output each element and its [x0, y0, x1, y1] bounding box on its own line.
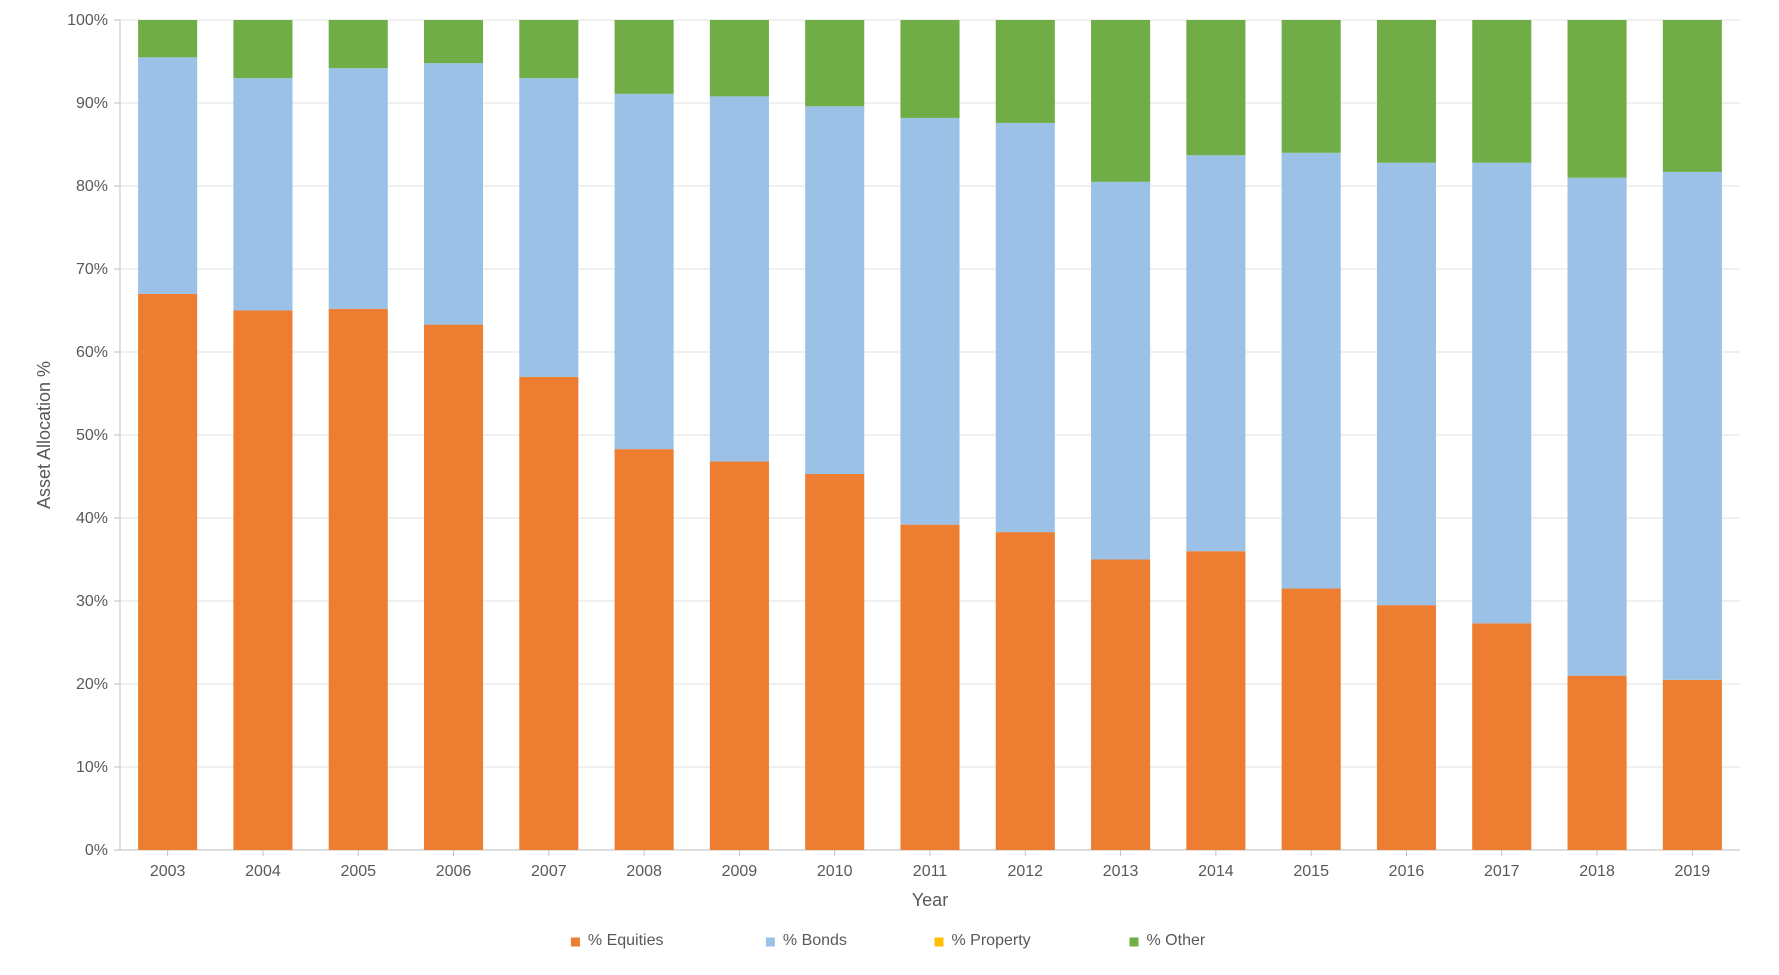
y-tick-label: 30% — [76, 593, 108, 610]
x-tick-label: 2008 — [626, 863, 662, 880]
bar-segment-2004-bonds — [233, 78, 292, 310]
x-tick-label: 2019 — [1675, 863, 1711, 880]
x-tick-label: 2013 — [1103, 863, 1139, 880]
bar-segment-2015-other — [1282, 20, 1341, 153]
bar-segment-2006-equities — [424, 325, 483, 850]
legend-marker-bonds — [766, 938, 775, 947]
y-tick-label: 50% — [76, 427, 108, 444]
bar-segment-2008-other — [615, 20, 674, 94]
legend-label-other: % Other — [1147, 932, 1206, 949]
bar-segment-2003-equities — [138, 294, 197, 850]
bar-segment-2009-equities — [710, 462, 769, 850]
y-tick-label: 90% — [76, 95, 108, 112]
bar-segment-2013-other — [1091, 20, 1150, 182]
bar-segment-2016-other — [1377, 20, 1436, 163]
bar-segment-2017-equities — [1472, 623, 1531, 850]
bar-segment-2010-bonds — [805, 106, 864, 474]
bar-segment-2014-other — [1186, 20, 1245, 155]
bar-segment-2012-bonds — [996, 123, 1055, 532]
legend-marker-other — [1130, 938, 1139, 947]
bar-segment-2018-other — [1568, 20, 1627, 178]
x-tick-label: 2011 — [913, 863, 948, 880]
bar-segment-2016-equities — [1377, 605, 1436, 850]
bar-segment-2011-equities — [900, 525, 959, 850]
legend-marker-equities — [571, 938, 580, 947]
x-tick-label: 2009 — [722, 863, 758, 880]
y-tick-label: 100% — [67, 12, 108, 29]
bar-segment-2006-other — [424, 20, 483, 63]
legend-label-bonds: % Bonds — [783, 932, 847, 949]
chart-svg: 0% 10% 20% 30% 40% 50% 60% 70% 80% 90% 100% Asset A… — [0, 0, 1779, 975]
bar-segment-2011-other — [900, 20, 959, 118]
x-axis-title: Year — [912, 890, 948, 910]
bar-segment-2017-other — [1472, 20, 1531, 163]
legend-label-property: % Property — [952, 932, 1031, 949]
x-tick-label: 2018 — [1579, 863, 1615, 880]
bar-segment-2007-bonds — [519, 78, 578, 377]
bar-segment-2014-equities — [1186, 551, 1245, 850]
bar-segment-2013-equities — [1091, 560, 1150, 851]
x-tick-label: 2014 — [1198, 863, 1234, 880]
y-tick-label: 80% — [76, 178, 108, 195]
y-tick-label: 0% — [85, 842, 108, 859]
bar-segment-2018-equities — [1568, 676, 1627, 850]
y-tick-label: 20% — [76, 676, 108, 693]
bar-segment-2007-equities — [519, 377, 578, 850]
x-tick-label: 2003 — [150, 863, 186, 880]
y-axis-title: Asset Allocation % — [34, 361, 54, 509]
x-tick-label: 2007 — [531, 863, 567, 880]
bar-segment-2008-bonds — [615, 94, 674, 449]
bar-segment-2019-equities — [1663, 680, 1722, 850]
x-tick-label: 2010 — [817, 863, 853, 880]
x-tick-label: 2004 — [245, 863, 281, 880]
bar-segment-2007-other — [519, 20, 578, 78]
x-tick-label: 2016 — [1389, 863, 1425, 880]
bar-segment-2006-bonds — [424, 63, 483, 324]
bar-segment-2017-bonds — [1472, 163, 1531, 624]
bar-segment-2013-bonds — [1091, 182, 1150, 560]
bar-segment-2005-bonds — [329, 68, 388, 309]
bar-segment-2019-bonds — [1663, 172, 1722, 680]
bar-segment-2005-equities — [329, 309, 388, 850]
y-tick-label: 60% — [76, 344, 108, 361]
x-tick-label: 2017 — [1484, 863, 1520, 880]
x-tick-label: 2015 — [1293, 863, 1329, 880]
bar-segment-2004-equities — [233, 311, 292, 851]
bar-segment-2014-bonds — [1186, 155, 1245, 551]
y-tick-label: 70% — [76, 261, 108, 278]
bar-segment-2003-bonds — [138, 57, 197, 294]
bar-segment-2008-equities — [615, 449, 674, 850]
bar-segment-2009-other — [710, 20, 769, 96]
y-tick-label: 40% — [76, 510, 108, 527]
bar-segment-2018-bonds — [1568, 178, 1627, 676]
asset-allocation-chart: 0% 10% 20% 30% 40% 50% 60% 70% 80% 90% 100% Asset A… — [0, 0, 1779, 975]
bar-segment-2009-bonds — [710, 96, 769, 461]
legend-label-equities: % Equities — [588, 932, 664, 949]
bar-segment-2016-bonds — [1377, 163, 1436, 605]
x-tick-label: 2006 — [436, 863, 472, 880]
bar-segment-2012-equities — [996, 532, 1055, 850]
bar-segment-2005-other — [329, 20, 388, 68]
bar-segment-2019-other — [1663, 20, 1722, 172]
bar-segment-2012-other — [996, 20, 1055, 123]
y-tick-label: 10% — [76, 759, 108, 776]
bar-segment-2011-bonds — [900, 118, 959, 525]
legend-marker-property — [935, 938, 944, 947]
bar-segment-2010-equities — [805, 474, 864, 850]
x-tick-label: 2012 — [1007, 863, 1043, 880]
bar-segment-2010-other — [805, 20, 864, 106]
bar-segment-2003-other — [138, 20, 197, 57]
x-tick-label: 2005 — [340, 863, 376, 880]
bar-segment-2004-other — [233, 20, 292, 78]
bar-segment-2015-equities — [1282, 589, 1341, 850]
bar-segment-2015-bonds — [1282, 153, 1341, 589]
